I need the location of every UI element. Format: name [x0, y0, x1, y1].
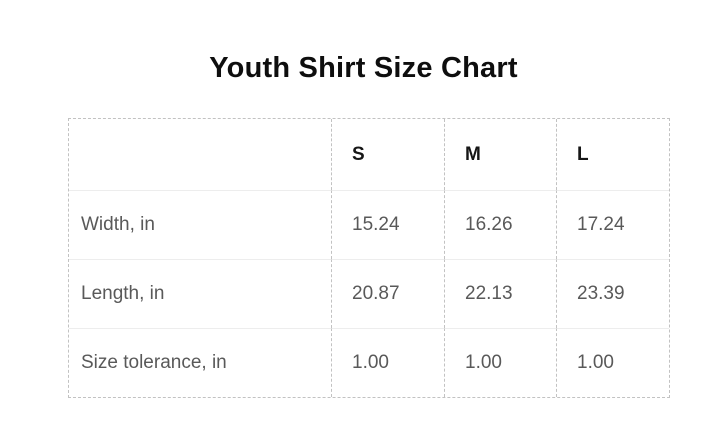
cell-length-l: 23.39	[556, 259, 669, 328]
cell-tolerance-s: 1.00	[331, 328, 444, 397]
page-title: Youth Shirt Size Chart	[209, 52, 518, 84]
row-label: Width, in	[69, 190, 331, 259]
cell-tolerance-m: 1.00	[444, 328, 556, 397]
column-header-l: L	[556, 119, 669, 190]
cell-width-s: 15.24	[331, 190, 444, 259]
row-label: Size tolerance, in	[69, 328, 331, 397]
table-row-width: Width, in 15.24 16.26 17.24	[69, 190, 669, 259]
table-row-size-tolerance: Size tolerance, in 1.00 1.00 1.00	[69, 328, 669, 397]
cell-length-s: 20.87	[331, 259, 444, 328]
column-header-m: M	[444, 119, 556, 190]
table-header-row: S M L	[69, 119, 669, 190]
size-chart-table: S M L Width, in 15.24 16.26 17.24 Length…	[68, 118, 670, 398]
column-header-s: S	[331, 119, 444, 190]
cell-length-m: 22.13	[444, 259, 556, 328]
row-label: Length, in	[69, 259, 331, 328]
table-row-length: Length, in 20.87 22.13 23.39	[69, 259, 669, 328]
cell-width-l: 17.24	[556, 190, 669, 259]
cell-width-m: 16.26	[444, 190, 556, 259]
corner-cell	[69, 119, 331, 190]
cell-tolerance-l: 1.00	[556, 328, 669, 397]
